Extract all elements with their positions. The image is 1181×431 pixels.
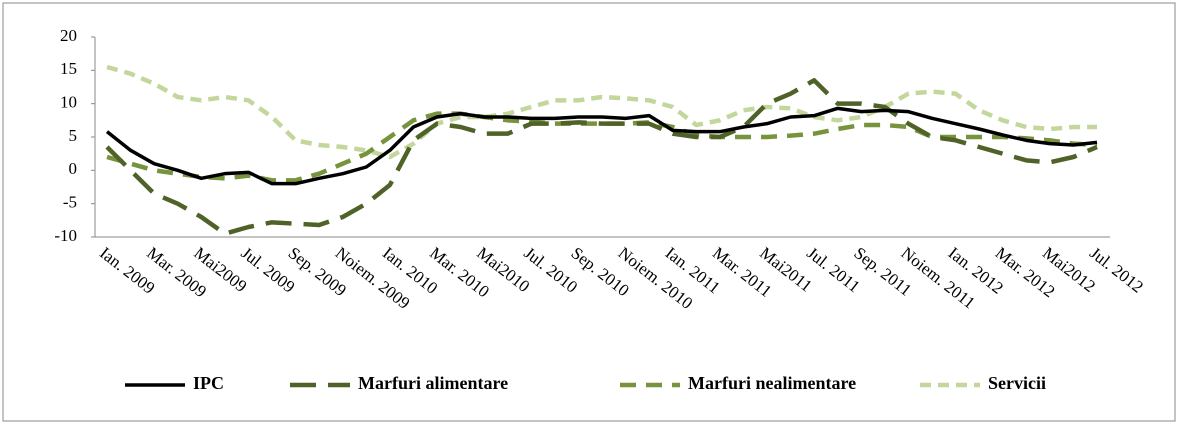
series-line	[105, 106, 1098, 186]
legend-label: Marfuri alimentare	[358, 373, 508, 393]
chart-border	[2, 2, 1176, 422]
x-tick-label: Jul. 2012	[1086, 243, 1147, 296]
y-tick-label: -10	[54, 226, 77, 245]
series-line	[106, 111, 1098, 183]
legend-label: Servicii	[988, 373, 1046, 393]
y-tick-label: 15	[60, 59, 77, 78]
x-tick-label: Jul. 2011	[803, 243, 863, 296]
y-tick-label: 10	[60, 93, 77, 112]
series-line	[106, 64, 1097, 160]
y-tick-label: -5	[63, 193, 77, 212]
y-tick-label: 0	[69, 159, 78, 178]
series-line	[105, 78, 1098, 236]
legend-label: Marfuri nealimentare	[688, 373, 856, 393]
legend-label: IPC	[193, 373, 224, 393]
y-tick-label: 5	[69, 126, 78, 145]
y-tick-label: 20	[60, 26, 77, 45]
